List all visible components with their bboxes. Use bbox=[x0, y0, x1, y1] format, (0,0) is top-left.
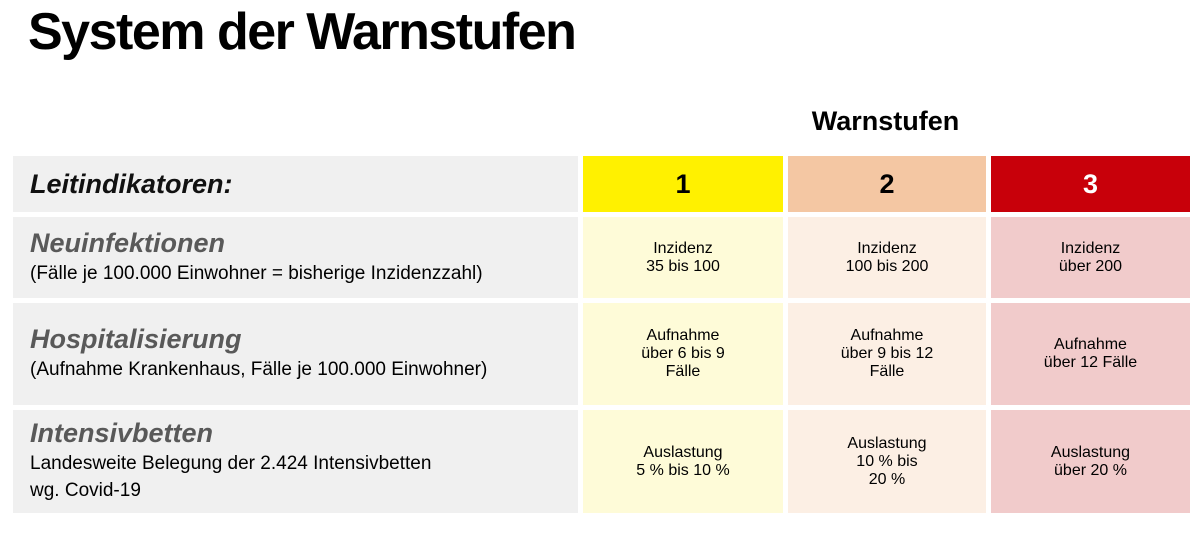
level-header-2: 2 bbox=[788, 156, 986, 212]
cell-hospitalisierung-warnstufe-3: Aufnahme über 12 Fälle bbox=[991, 303, 1190, 405]
indicator-neuinfektionen: Neuinfektionen (Fälle je 100.000 Einwohn… bbox=[13, 217, 578, 298]
cell-intensivbetten-warnstufe-3: Auslastung über 20 % bbox=[991, 410, 1190, 513]
cell-neuinfektionen-warnstufe-3: Inzidenz über 200 bbox=[991, 217, 1190, 298]
level-header-3: 3 bbox=[991, 156, 1190, 212]
cell-intensivbetten-warnstufe-2: Auslastung 10 % bis 20 % bbox=[788, 410, 986, 513]
level-header-1: 1 bbox=[583, 156, 783, 212]
cell-neuinfektionen-warnstufe-1: Inzidenz 35 bis 100 bbox=[583, 217, 783, 298]
indicator-intensivbetten: Intensivbetten Landesweite Belegung der … bbox=[13, 410, 578, 513]
indicator-hospitalisierung: Hospitalisierung (Aufnahme Krankenhaus, … bbox=[13, 303, 578, 405]
cell-neuinfektionen-warnstufe-2: Inzidenz 100 bis 200 bbox=[788, 217, 986, 298]
indicator-intensivbetten-description: Landesweite Belegung der 2.424 Intensivb… bbox=[30, 453, 432, 502]
indicator-hospitalisierung-description: (Aufnahme Krankenhaus, Fälle je 100.000 … bbox=[30, 359, 488, 381]
cell-hospitalisierung-warnstufe-1: Aufnahme über 6 bis 9 Fälle bbox=[583, 303, 783, 405]
warnstufen-heading: Warnstufen bbox=[811, 106, 960, 136]
indicator-hospitalisierung-title: Hospitalisierung bbox=[30, 324, 242, 355]
cell-hospitalisierung-warnstufe-2: Aufnahme über 9 bis 12 Fälle bbox=[788, 303, 986, 405]
indicator-neuinfektionen-title: Neuinfektionen bbox=[30, 227, 226, 258]
cell-intensivbetten-warnstufe-1: Auslastung 5 % bis 10 % bbox=[583, 410, 783, 513]
page-title: System der Warnstufen bbox=[28, 3, 577, 61]
indicator-neuinfektionen-description: (Fälle je 100.000 Einwohner = bisherige … bbox=[30, 262, 483, 284]
leitindikatoren-label: Leitindikatoren: bbox=[13, 156, 578, 212]
indicator-intensivbetten-title: Intensivbetten bbox=[30, 418, 214, 449]
warnstufen-table: Leitindikatoren: 1 2 3 Neuinfektionen (F… bbox=[13, 156, 1190, 513]
